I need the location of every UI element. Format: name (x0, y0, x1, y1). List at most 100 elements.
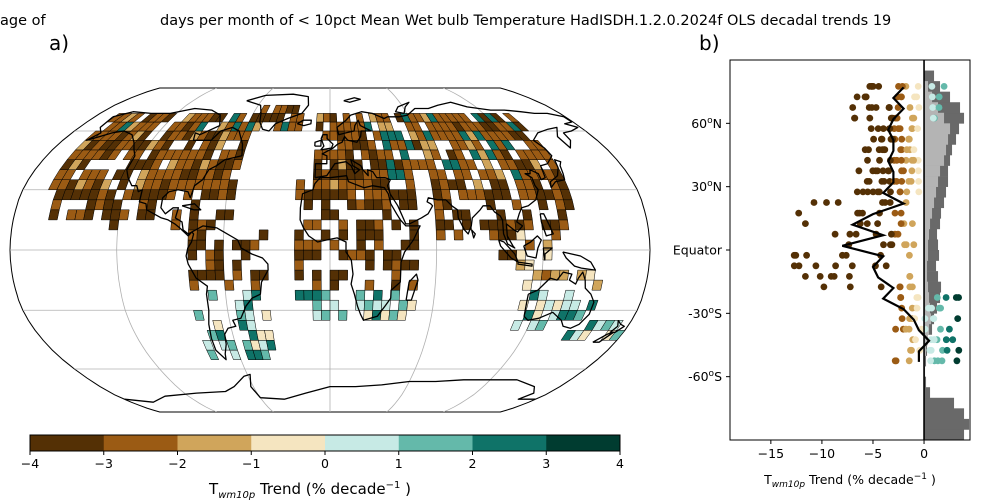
map-gridbox (225, 189, 237, 201)
map-gridbox (259, 104, 271, 114)
map-gridbox (363, 299, 374, 311)
scatter-point (870, 135, 877, 143)
map-gridbox (406, 189, 417, 201)
map-gridbox (460, 209, 472, 221)
scatter-point (906, 251, 913, 259)
map-gridbox (373, 229, 384, 241)
map-gridbox (215, 209, 226, 221)
map-gridbox (227, 179, 239, 190)
scatter-point (816, 273, 824, 280)
map-gridbox (584, 269, 596, 281)
map-gridbox (373, 219, 384, 231)
hist-bar-obs (924, 133, 949, 145)
scatter-point (861, 93, 869, 101)
ytick-label: 60oN (691, 116, 722, 131)
map-gridbox (316, 113, 324, 123)
colorbar-swatch (103, 435, 178, 451)
map-gridbox (435, 219, 446, 231)
map-gridbox (511, 199, 523, 211)
hist-bar-obs (924, 239, 929, 251)
map-gridbox (453, 229, 464, 241)
scatter-point (903, 146, 911, 154)
map-gridbox (193, 310, 205, 321)
xtick-label: −5 (864, 446, 882, 461)
coastline-segment (523, 235, 542, 259)
map-gridbox (242, 289, 253, 301)
map-gridbox (444, 219, 455, 231)
map-gridbox (312, 279, 322, 291)
hist-bar-obs (924, 165, 941, 177)
map-panel (9, 87, 651, 413)
scatter-point (879, 199, 886, 206)
scatter-point (853, 188, 861, 196)
map-gridbox (338, 269, 348, 281)
map-gridbox (372, 299, 383, 311)
map-gridbox (338, 229, 349, 241)
scatter-point (897, 93, 905, 101)
scatter-point (940, 83, 948, 90)
map-gridbox (347, 199, 357, 211)
hist-bar-obs (924, 334, 929, 346)
map-gridbox (329, 239, 340, 251)
map-gridbox (321, 179, 331, 190)
panel-a-label: a) (49, 31, 69, 55)
scatter-point (868, 104, 876, 111)
map-gridbox (337, 140, 346, 151)
coastline-segment (181, 203, 202, 211)
colorbar-tick-label: 3 (542, 456, 550, 471)
scatter-point (915, 178, 922, 185)
colorbar-swatch (251, 435, 326, 451)
scatter-point (946, 325, 953, 333)
hist-bar-obs (924, 207, 933, 219)
ytick-label: Equator (673, 243, 723, 258)
coastline-segment (343, 97, 361, 103)
coastlines (85, 93, 625, 403)
map-gridbox (160, 113, 178, 123)
map-gridbox (521, 209, 533, 221)
map-gridbox (294, 289, 305, 301)
colorbar-swatch (472, 435, 547, 451)
map-gridbox (338, 310, 348, 321)
map-gridbox (356, 219, 366, 231)
hist-bar-obs (924, 228, 930, 240)
map-gridbox (146, 199, 158, 211)
scatter-point (914, 83, 922, 90)
map-gridbox (188, 219, 199, 231)
title-left-fragment: age of (0, 13, 46, 29)
map-gridbox (294, 269, 304, 281)
scatter-point (887, 188, 894, 196)
map-gridbox (356, 249, 366, 261)
scatter-point (888, 230, 895, 238)
ytick-label: -60oS (688, 369, 722, 384)
map-gridbox (529, 140, 547, 151)
hist-bar-land (924, 376, 927, 388)
map-gridbox (591, 279, 604, 291)
coastline-segment (609, 319, 625, 333)
hist-bar-land (924, 281, 942, 293)
scatter-point (915, 104, 923, 111)
map-gridbox (232, 269, 243, 281)
hist-bar-land (924, 408, 965, 420)
map-gridbox (265, 340, 277, 351)
map-gridbox (232, 259, 242, 271)
map-gridbox (516, 249, 526, 261)
scatter-point (867, 125, 875, 132)
scatter-point (928, 83, 936, 90)
map-gridbox (294, 229, 304, 241)
scatter-point (938, 357, 946, 365)
scatter-point (905, 325, 913, 333)
scatter-point (878, 135, 886, 143)
zonal-mean-line (842, 86, 931, 362)
scatter-point (911, 93, 918, 101)
map-gridbox (489, 229, 499, 241)
scatter-point (908, 346, 915, 354)
map-gridbox (479, 219, 490, 231)
scatter-point (884, 167, 892, 175)
colorbar-tick-label: −3 (95, 456, 113, 471)
scatter-point (907, 178, 915, 185)
colorbar-label: Twm10p Trend (% decade−1 ) (208, 480, 411, 500)
map-gridbox (224, 209, 235, 221)
map-gridbox (398, 299, 409, 311)
map-gridbox (207, 289, 218, 301)
scatter-point (880, 178, 888, 185)
